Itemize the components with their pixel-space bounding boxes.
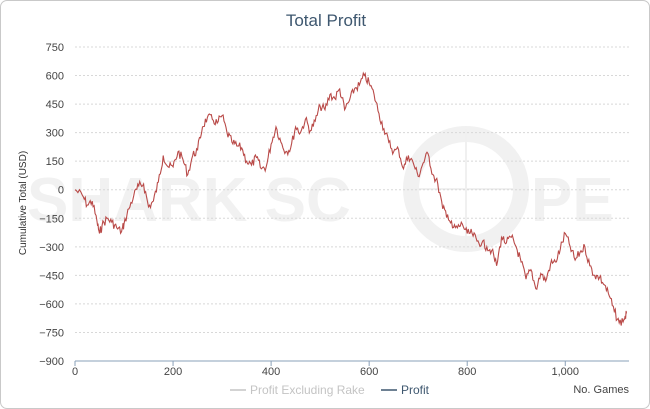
y-tick-label: 150 bbox=[46, 156, 64, 168]
legend-item-profit[interactable]: Profit bbox=[381, 383, 430, 397]
x-tick-label: 0 bbox=[72, 366, 78, 378]
y-tick-label: −300 bbox=[39, 242, 64, 254]
y-tick-label: −900 bbox=[39, 356, 64, 368]
y-tick-label: −750 bbox=[39, 327, 64, 339]
legend-item-profit-excluding-rake[interactable]: Profit Excluding Rake bbox=[230, 383, 365, 397]
legend: Profit Excluding Rake Profit bbox=[230, 383, 430, 397]
y-tick-label: 450 bbox=[46, 99, 64, 111]
y-tick-label: −600 bbox=[39, 299, 64, 311]
y-tick-label: 0 bbox=[58, 185, 64, 197]
y-axis-title: Cumulative Total (USD) bbox=[18, 151, 29, 255]
x-tick-label: 200 bbox=[164, 366, 182, 378]
watermark-left: SHARK SC bbox=[27, 166, 351, 235]
x-tick-label: 400 bbox=[262, 366, 280, 378]
watermark-right: PE bbox=[531, 166, 614, 235]
y-tick-label: −450 bbox=[39, 270, 64, 282]
chart-title: Total Profit bbox=[286, 11, 367, 30]
series-line-profit[interactable] bbox=[74, 71, 628, 326]
watermark: SHARK SC PE bbox=[27, 126, 614, 252]
y-tick-label: 750 bbox=[46, 42, 64, 54]
x-tick-label: 600 bbox=[360, 366, 378, 378]
y-axis-ticks: 750 600 450 300 150 0 −150 −300 −450 −600 −750 −900 bbox=[39, 42, 64, 368]
y-tick-label: −150 bbox=[39, 213, 64, 225]
legend-label-excluded: Profit Excluding Rake bbox=[250, 383, 365, 397]
x-axis-ticks: 0 200 400 600 800 1,000 bbox=[72, 361, 579, 378]
x-tick-label: 800 bbox=[458, 366, 476, 378]
x-axis-title: No. Games bbox=[573, 384, 629, 396]
y-tick-label: 600 bbox=[46, 71, 64, 83]
y-tick-label: 300 bbox=[46, 128, 64, 140]
legend-label-profit: Profit bbox=[401, 383, 430, 397]
grid-lines bbox=[75, 46, 629, 362]
x-tick-label: 1,000 bbox=[551, 366, 579, 378]
